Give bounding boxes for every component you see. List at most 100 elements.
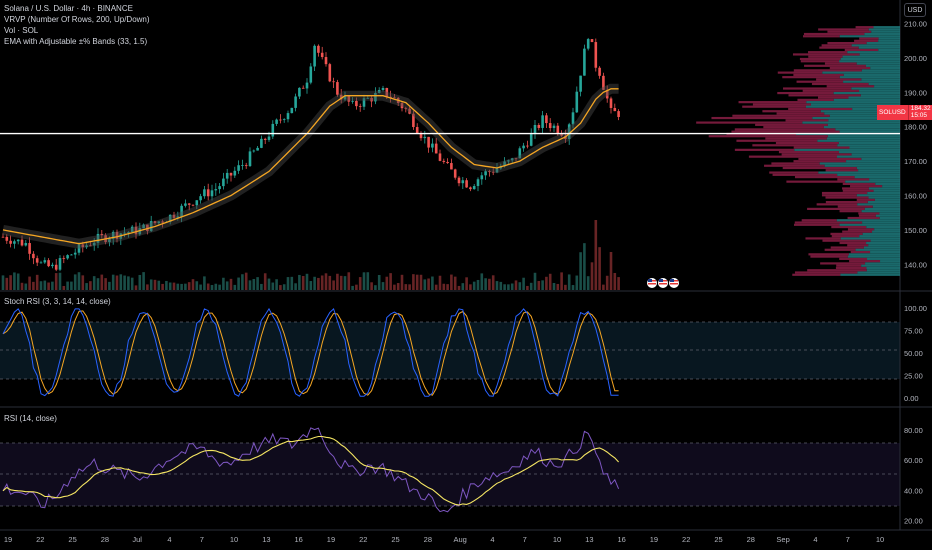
- vp-row-up: [819, 162, 900, 165]
- vp-row-up: [868, 244, 900, 247]
- vp-row-down: [793, 160, 847, 163]
- candle-body: [480, 175, 484, 180]
- candle-body: [210, 190, 214, 197]
- candle-body: [526, 145, 529, 147]
- candle-body: [96, 233, 100, 243]
- vp-row-up: [820, 110, 900, 113]
- candle-body: [507, 160, 510, 162]
- vp-row-up: [867, 191, 900, 195]
- vp-row-up: [879, 212, 900, 215]
- volume-bar: [499, 281, 503, 290]
- volume-bar: [313, 276, 316, 290]
- candle-body: [275, 119, 278, 124]
- candle-body: [187, 203, 191, 205]
- us-flag-event-icon[interactable]: [647, 278, 657, 288]
- vp-row-down: [824, 62, 857, 65]
- candle-body: [85, 245, 88, 248]
- price-axis[interactable]: 210.00 200.00 190.00 180.00 170.00 160.00 150.…: [904, 19, 927, 269]
- vp-row-down: [818, 28, 869, 31]
- volume-bar: [377, 274, 381, 290]
- vp-row-down: [821, 194, 857, 197]
- candle-body: [153, 221, 157, 224]
- candle-body: [343, 95, 347, 100]
- vp-row-down: [763, 126, 824, 129]
- candle-body: [389, 96, 392, 98]
- volume-bar: [20, 282, 24, 290]
- vp-row-up: [838, 151, 900, 154]
- rsi-label[interactable]: RSI (14, close): [4, 414, 57, 423]
- volume-bar: [16, 273, 20, 290]
- vp-row-up: [860, 94, 900, 97]
- vp-row-up: [843, 73, 900, 76]
- currency-button[interactable]: USD: [904, 3, 926, 17]
- time-tick-label: 22: [682, 535, 690, 544]
- stoch-rsi-label[interactable]: Stoch RSI (3, 3, 14, 14, close): [4, 297, 111, 306]
- vp-row-up: [837, 144, 900, 147]
- candle-body: [206, 189, 210, 197]
- candle-body: [495, 168, 499, 173]
- time-axis[interactable]: 19 22 25 28 Jul 4 7 10 13 16 19 22 25 28 Aug 4 7 10 13 16 19…: [4, 535, 884, 544]
- candle-body: [533, 124, 537, 134]
- rsi-tick-label: 40.00: [904, 486, 923, 495]
- vp-row-down: [771, 162, 820, 165]
- volume-bar: [571, 285, 575, 290]
- vp-row-down: [854, 39, 879, 42]
- ema-line: [2, 88, 619, 245]
- volume-bar: [347, 272, 351, 290]
- candle-body: [203, 189, 206, 197]
- indicator-label-vrvp[interactable]: VRVP (Number Of Rows, 200, Up/Down): [4, 15, 150, 24]
- candle-body: [5, 236, 9, 241]
- rsi-axis[interactable]: 80.00 60.00 40.00 20.00: [904, 426, 923, 525]
- vp-row-up: [875, 214, 900, 217]
- candle-body: [594, 42, 598, 68]
- volume-bar: [370, 282, 373, 290]
- volume-bar: [339, 275, 343, 290]
- vp-row-up: [856, 62, 900, 65]
- volume-bar: [427, 278, 430, 290]
- volume-bar: [39, 281, 43, 290]
- price-tag-value: 184.32 15:05: [907, 104, 932, 120]
- candle-body: [518, 148, 522, 159]
- vp-row-up: [864, 207, 900, 211]
- indicator-label-ema[interactable]: EMA with Adjustable ±% Bands (33, 1.5): [4, 37, 147, 46]
- rsi-ma-line: [2, 435, 620, 506]
- volume-bar: [537, 281, 541, 290]
- candle-body: [351, 100, 354, 102]
- candle-body: [225, 172, 229, 179]
- price-tick-label: 210.00: [904, 19, 927, 28]
- last-price-tag: SOLUSD 184.32 15:05: [877, 104, 932, 120]
- indicator-label-vol[interactable]: Vol · SOL: [4, 26, 39, 35]
- volume-bar: [355, 284, 358, 290]
- vp-row-down: [825, 200, 868, 204]
- volume-bar: [362, 272, 366, 290]
- stoch-axis[interactable]: 100.00 75.00 50.00 25.00 0.00: [904, 304, 927, 403]
- volume-bar: [96, 278, 100, 290]
- volume-bar: [434, 284, 438, 290]
- time-tick-label: Aug: [453, 535, 466, 544]
- vp-row-down: [778, 151, 839, 154]
- us-flag-event-icon[interactable]: [669, 278, 679, 288]
- us-flag-event-icon[interactable]: [658, 278, 668, 288]
- vp-row-up: [827, 123, 900, 126]
- volume-bar: [271, 282, 275, 290]
- vp-row-down: [804, 64, 866, 67]
- candle-body: [412, 113, 415, 128]
- volume-bar: [389, 273, 392, 290]
- candle-body: [130, 226, 134, 232]
- vp-row-down: [794, 271, 858, 274]
- volume-bar: [465, 277, 468, 290]
- candle-body: [214, 189, 218, 191]
- vp-row-down: [858, 214, 876, 217]
- volume-bar: [294, 283, 297, 290]
- volume-bar: [404, 284, 408, 290]
- vp-row-up: [862, 221, 900, 224]
- vp-row-down: [810, 255, 848, 258]
- vp-row-up: [878, 48, 900, 52]
- candle-body: [442, 160, 446, 162]
- candle-body: [609, 98, 613, 108]
- candle-body: [537, 124, 541, 128]
- vp-row-down: [777, 91, 834, 95]
- volume-bar: [275, 279, 278, 290]
- candle-body: [423, 136, 427, 139]
